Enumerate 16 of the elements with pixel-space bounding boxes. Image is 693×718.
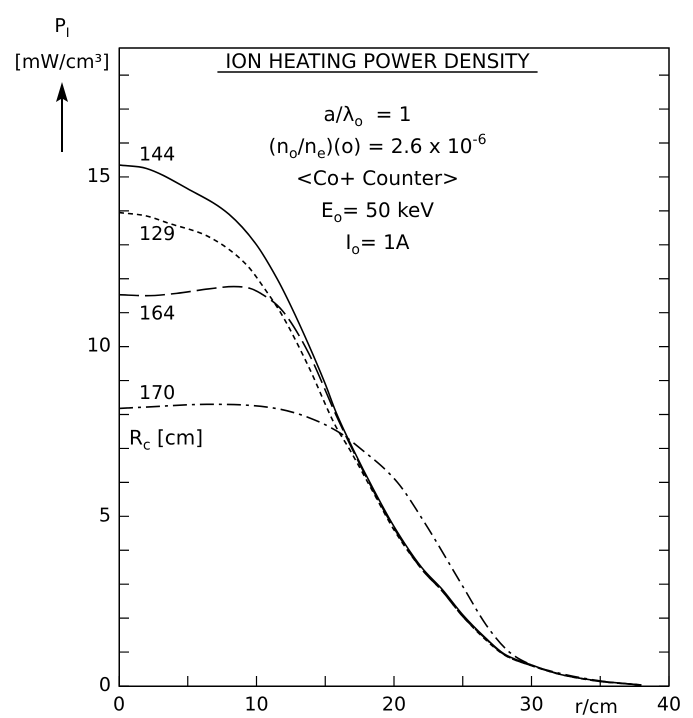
annotation: <Co+ Counter>	[296, 166, 459, 190]
series-label: 170	[139, 382, 176, 404]
series-label: 129	[139, 222, 176, 245]
y-tick-label: 0	[98, 674, 111, 696]
y-tick-label: 15	[86, 164, 111, 187]
x-tick-label: 30	[519, 693, 544, 716]
series-label: 164	[139, 302, 176, 325]
y-tick-label: 5	[98, 504, 111, 526]
x-tick-label: 10	[244, 693, 269, 716]
x-tick-label: 0	[112, 693, 126, 716]
chart-title: ION HEATING POWER DENSITY	[225, 49, 530, 73]
y-tick-label: 10	[86, 334, 111, 357]
x-axis-title: r/cm	[574, 696, 618, 718]
x-tick-label: 40	[656, 693, 682, 716]
series-label: 144	[139, 143, 176, 166]
x-tick-label: 20	[382, 693, 406, 716]
